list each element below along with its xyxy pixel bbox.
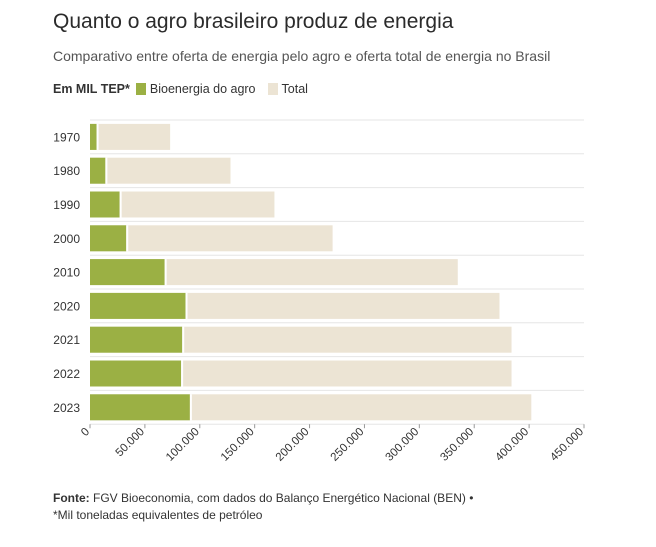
x-tick-label: 300.000: [384, 426, 422, 464]
chart-title: Quanto o agro brasileiro produz de energ…: [53, 10, 454, 33]
legend-swatch-bioenergia: [135, 83, 146, 95]
chart-subtitle: Comparativo entre oferta de energia pelo…: [53, 48, 551, 64]
y-tick-label-2021: 2021: [53, 333, 80, 347]
x-tick-label: 50.000: [114, 426, 147, 459]
source-text: FGV Bioeconomia, com dados do Balanço En…: [93, 491, 474, 505]
legend-label-bioenergia: Bioenergia do agro: [149, 82, 256, 96]
x-tick-label: 100.000: [164, 426, 202, 464]
y-tick-label-2010: 2010: [53, 266, 80, 280]
source-label: Fonte:: [53, 491, 90, 505]
bar-bioenergia-2021: [90, 326, 183, 353]
y-tick-label-1970: 1970: [53, 130, 80, 144]
bar-bioenergia-1980: [90, 157, 106, 184]
y-tick-label-2020: 2020: [53, 299, 80, 313]
bar-total-1970: [90, 123, 171, 150]
y-tick-label-1980: 1980: [53, 164, 80, 178]
bar-bioenergia-2023: [90, 394, 190, 421]
bar-bioenergia-2022: [90, 360, 182, 387]
source-line: Fonte: FGV Bioeconomia, com dados do Bal…: [53, 490, 473, 507]
x-tick-label: 400.000: [493, 426, 531, 464]
unit-label: Em MIL TEP*: [53, 82, 130, 96]
legend-label-total: Total: [281, 82, 308, 96]
legend-item-total: Total: [267, 82, 308, 96]
legend: Em MIL TEP* Bioenergia do agro Total: [53, 82, 320, 96]
bar-bioenergia-1970: [90, 123, 97, 150]
legend-item-bioenergia: Bioenergia do agro: [135, 82, 256, 96]
bar-bioenergia-2010: [90, 259, 165, 286]
bar-bioenergia-2020: [90, 292, 186, 319]
legend-swatch-total: [267, 83, 278, 95]
bar-total-2000: [90, 225, 333, 252]
y-tick-label-1990: 1990: [53, 198, 80, 212]
bar-bioenergia-1990: [90, 191, 120, 218]
bar-total-1980: [90, 157, 231, 184]
y-tick-label-2023: 2023: [53, 401, 80, 415]
x-tick-label: 150.000: [219, 426, 257, 464]
footnote: *Mil toneladas equivalentes de petróleo: [53, 508, 263, 522]
x-tick-label: 350.000: [438, 426, 476, 464]
x-tick-label: 450.000: [548, 426, 586, 464]
bar-bioenergia-2000: [90, 225, 127, 252]
y-tick-label-2000: 2000: [53, 232, 80, 246]
x-tick-label: 200.000: [274, 426, 312, 464]
footer: Fonte: FGV Bioeconomia, com dados do Bal…: [53, 490, 473, 524]
x-tick-label: 250.000: [329, 426, 367, 464]
y-tick-label-2022: 2022: [53, 367, 80, 381]
